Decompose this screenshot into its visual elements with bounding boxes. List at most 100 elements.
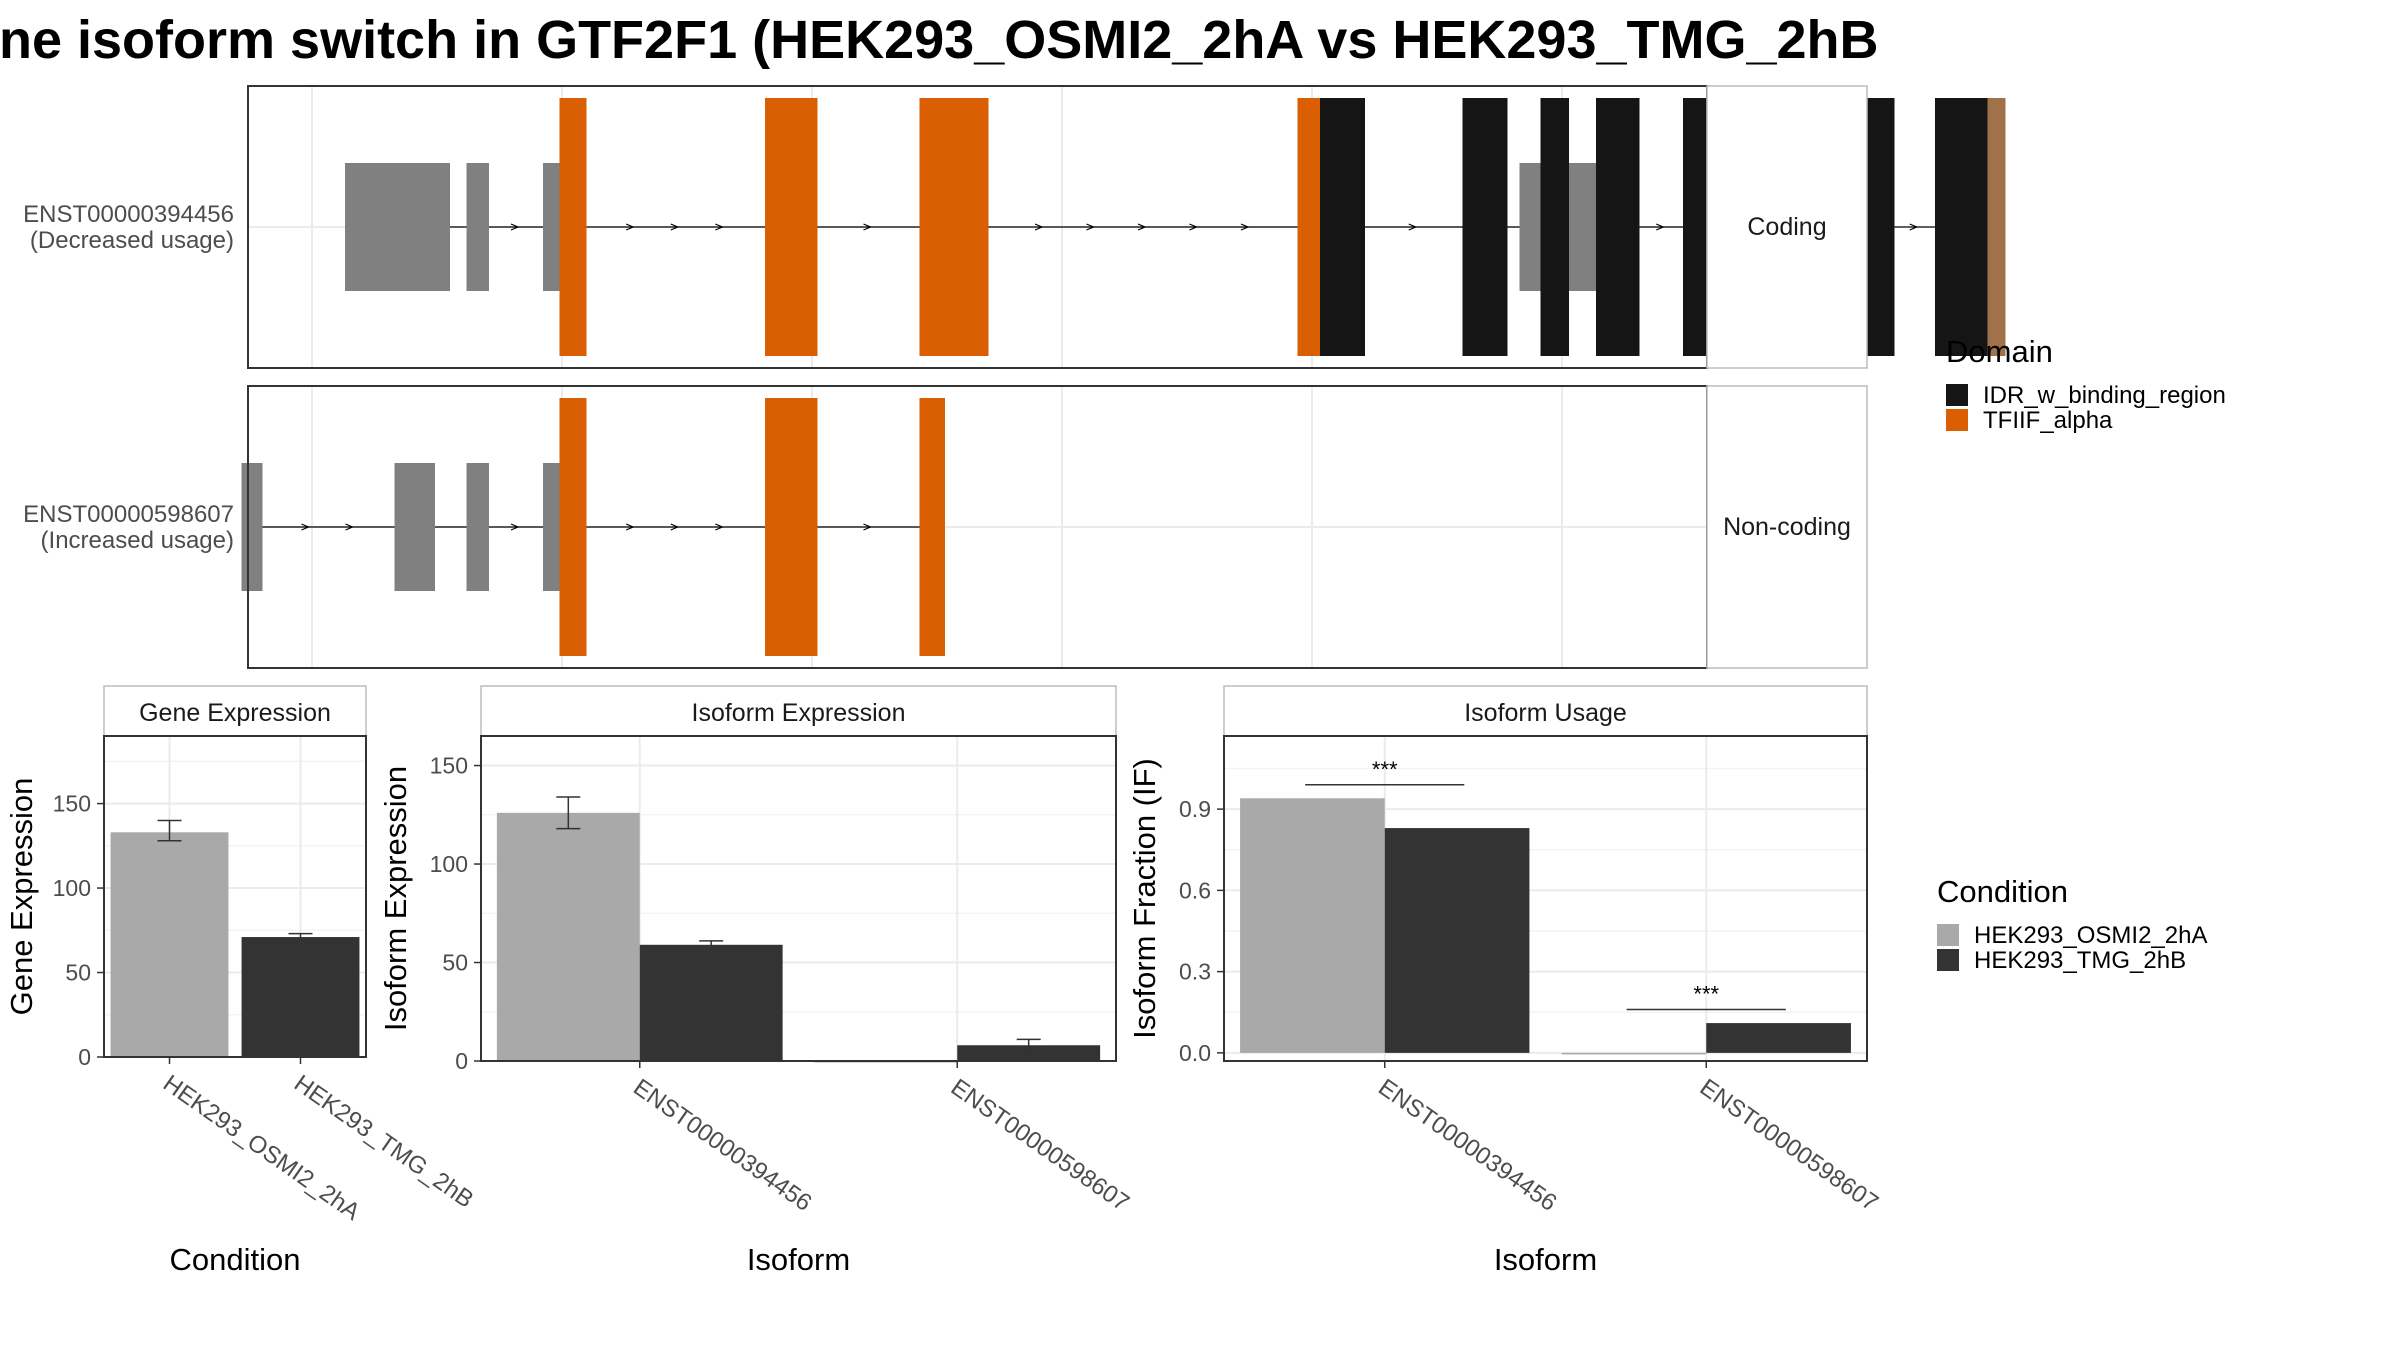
facet-strip — [1706, 385, 1868, 669]
cds-exon-TFIIF_alpha — [559, 98, 587, 356]
y-tick-label: 150 — [430, 753, 468, 779]
y-tick-label: 0 — [78, 1044, 91, 1070]
legend-label: HEK293_OSMI2_2hA — [1974, 922, 2207, 949]
intron-arrow — [301, 523, 311, 531]
legend-label: HEK293_TMG_2hB — [1974, 947, 2186, 974]
x-axis-title: Isoform — [1494, 1242, 1597, 1277]
y-tick-label: 0 — [455, 1048, 468, 1074]
y-axis-title: Gene Expression — [4, 778, 39, 1016]
intron-arrow — [1909, 223, 1919, 231]
intron-arrow — [1189, 223, 1199, 231]
x-tick-label: ENST00000394456 — [1373, 1074, 1561, 1217]
figure-title: ne isoform switch in GTF2F1 (HEK293_OSMI… — [0, 10, 1879, 70]
bar-HEK293_TMG_2hB — [1384, 828, 1530, 1053]
utr-exon-block — [394, 463, 435, 591]
y-tick-label: 50 — [65, 960, 91, 986]
utr-exon-block — [241, 463, 263, 591]
y-tick-label: 100 — [53, 875, 91, 901]
intron-arrow — [625, 223, 635, 231]
facet-strip-label: Non-coding — [1723, 513, 1851, 541]
chart-strip — [1223, 685, 1868, 737]
utr-exon-block — [345, 163, 450, 291]
chart-title: Isoform Usage — [1464, 699, 1627, 727]
chart-border — [1223, 735, 1868, 1062]
intron-arrow — [1240, 223, 1250, 231]
transcript-usage-label: (Decreased usage) — [30, 227, 234, 254]
legend-title: Condition — [1937, 874, 2068, 909]
transcript-id-label: ENST00000598607 — [23, 501, 234, 528]
utr-exon-block — [466, 463, 489, 591]
cds-exon-TFIIF_alpha — [919, 398, 945, 656]
transcript-usage-label: (Increased usage) — [41, 527, 234, 554]
intron-arrow — [345, 523, 355, 531]
y-tick-label: 100 — [430, 851, 468, 877]
transcript-panel-ENST00000394456: Coding ENST00000394456(Decreased usage) — [23, 85, 2006, 369]
x-tick-label: ENST00000598607 — [1695, 1074, 1883, 1217]
x-tick-label: ENST00000598607 — [946, 1074, 1134, 1217]
y-axis-title: Isoform Fraction (IF) — [1127, 758, 1162, 1039]
y-tick-label: 0.9 — [1179, 796, 1211, 822]
bar-HEK293_TMG_2hB — [1706, 1023, 1851, 1053]
y-axis-title: Isoform Expression — [378, 766, 413, 1031]
cds-exon-IDR_w_binding_region — [1540, 98, 1569, 356]
facet-strip-label: Coding — [1747, 213, 1826, 241]
cds-exon-TFIIF_alpha — [559, 398, 587, 656]
x-tick-label: ENST00000394456 — [628, 1074, 816, 1217]
chart-strip — [103, 685, 367, 737]
bar-HEK293_TMG_2hB — [639, 944, 783, 1061]
significance-label: *** — [1372, 757, 1398, 782]
facet-strip — [1706, 85, 1868, 369]
bar-HEK293_OSMI2_2hA — [1240, 798, 1385, 1053]
bar-chart-1: Isoform Expression 0 50 100 150 ENST000003944… — [378, 685, 1134, 1277]
bar-chart-2: Isoform Usage 0.0 0.3 0.6 0.9 *** *** ENST00000… — [1127, 685, 1883, 1277]
bar-HEK293_TMG_2hB — [241, 937, 360, 1057]
cds-exon-TFIIF_alpha — [765, 398, 818, 656]
chart-title: Isoform Expression — [692, 699, 906, 727]
y-tick-label: 0.0 — [1179, 1040, 1211, 1066]
cds-exon-overlap — [1987, 98, 2006, 356]
chart-strip — [480, 685, 1117, 737]
transcript-id-label: ENST00000394456 — [23, 201, 234, 228]
chart-border — [480, 735, 1117, 1062]
legend-swatch — [1937, 949, 1959, 971]
cds-exon-IDR_w_binding_region — [1596, 98, 1640, 356]
y-tick-label: 50 — [442, 950, 468, 976]
legend-label: TFIIF_alpha — [1983, 407, 2113, 434]
intron-arrow — [670, 523, 680, 531]
intron-arrow — [1656, 223, 1665, 231]
bar-HEK293_TMG_2hB — [957, 1045, 1101, 1061]
cds-exon-IDR_w_binding_region — [1935, 98, 1988, 356]
utr-exon-block — [543, 163, 560, 291]
intron-arrow — [1086, 223, 1096, 231]
cds-exon-TFIIF_alpha — [919, 98, 989, 356]
bar-HEK293_OSMI2_2hA — [110, 832, 229, 1057]
utr-exon-block — [466, 163, 489, 291]
legend-swatch — [1946, 409, 1968, 431]
transcript-panel-ENST00000598607: Non-coding ENST00000598607(Increased usag… — [23, 385, 1868, 669]
bar-HEK293_OSMI2_2hA — [1561, 1052, 1707, 1055]
cds-exon-IDR_w_binding_region — [1462, 98, 1508, 356]
y-tick-label: 0.6 — [1179, 877, 1211, 903]
chart-border — [103, 735, 367, 1058]
intron-arrow — [715, 523, 724, 531]
chart-title: Gene Expression — [139, 699, 331, 727]
significance-label: *** — [1693, 982, 1719, 1007]
intron-arrow — [863, 223, 873, 231]
cds-exon-TFIIF_alpha — [765, 98, 818, 356]
intron-arrow — [510, 223, 520, 231]
legend-title: Domain — [1946, 334, 2053, 369]
intron-arrow — [1137, 223, 1147, 231]
utr-exon-block — [543, 463, 560, 591]
cds-exon-IDR_w_binding_region — [1320, 98, 1365, 356]
intron-arrow — [670, 223, 680, 231]
intron-arrow — [510, 523, 520, 531]
intron-arrow — [863, 523, 873, 531]
legend-swatch — [1937, 924, 1959, 946]
x-axis-title: Isoform — [747, 1242, 850, 1277]
y-tick-label: 0.3 — [1179, 959, 1211, 985]
cds-exon-TFIIF_alpha — [1297, 98, 1320, 356]
bar-HEK293_OSMI2_2hA — [496, 812, 640, 1061]
